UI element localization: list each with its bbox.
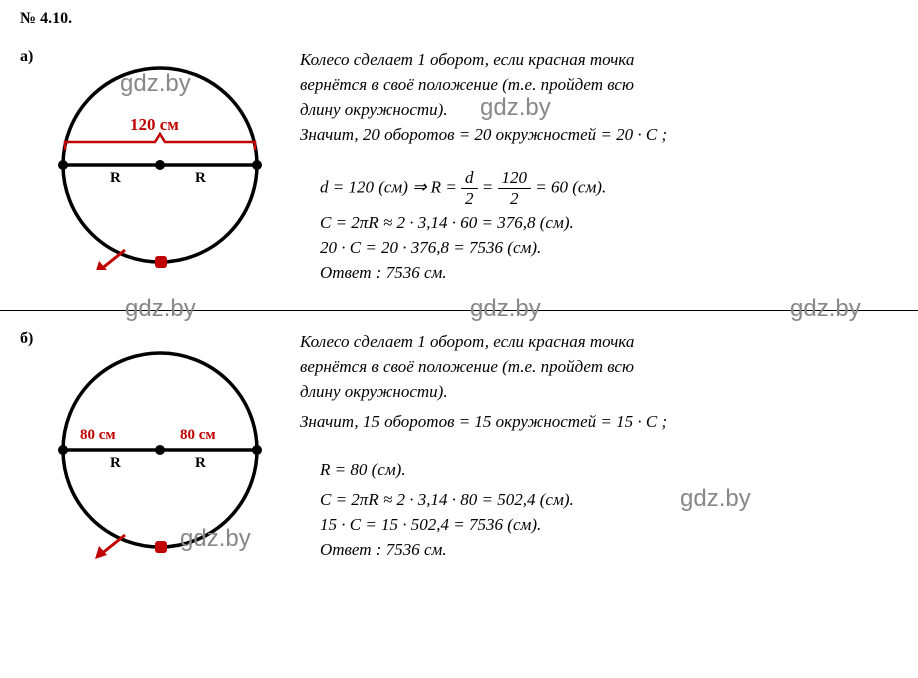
part-b-math-mult: 15 · C = 15 · 502,4 = 7536 (см). (320, 515, 541, 535)
watermark-4: gdz.by (470, 295, 541, 323)
part-a-math-d: d = 120 (см) ⇒ R = d 2 = 120 2 = 60 (см)… (320, 168, 606, 209)
part-a-math-c: C = 2πR ≈ 2 · 3,14 · 60 = 376,8 (см). (320, 213, 574, 233)
diagram-a-r-right: R (195, 170, 206, 187)
part-a-text3: длину окружности). (300, 98, 600, 122)
part-b-answer: Ответ : 7536 см. (320, 540, 447, 560)
part-b-text1: Колесо сделает 1 оборот, если красная то… (300, 330, 895, 354)
diagram-a-diameter: 120 см (130, 115, 179, 135)
watermark-5: gdz.by (790, 295, 861, 323)
part-a-text2: вернётся в своё положение (т.е. пройдет … (300, 73, 895, 97)
part-a-text4: Значит, 20 оборотов = 20 окружностей = 2… (300, 123, 900, 147)
exercise-number: № 4.10. (20, 10, 72, 28)
watermark-3: gdz.by (125, 295, 196, 323)
part-b-math-c: C = 2πR ≈ 2 · 3,14 · 80 = 502,4 (см). (320, 490, 574, 510)
part-a-answer: Ответ : 7536 см. (320, 263, 447, 283)
part-b-label: б) (20, 330, 33, 348)
part-b-text2: вернётся в своё положение (т.е. пройдет … (300, 355, 895, 379)
part-a-label: а) (20, 48, 33, 66)
frac-120-num: 120 (498, 168, 532, 189)
divider-line (0, 310, 918, 311)
eq1: = (482, 177, 498, 196)
diagram-b-r-right: R (195, 455, 206, 472)
frac-120: 120 2 (498, 168, 532, 209)
part-a-math-mult: 20 · C = 20 · 376,8 = 7536 (см). (320, 238, 541, 258)
watermark-7: gdz.by (680, 485, 751, 513)
part-a-text1: Колесо сделает 1 оборот, если красная то… (300, 48, 895, 72)
part-b-math-r: R = 80 (см). (320, 460, 406, 480)
diagram-b-r-right-top: 80 см (180, 427, 216, 444)
diagram-a (45, 40, 275, 270)
part-b-text4: Значит, 15 оборотов = 15 окружностей = 1… (300, 410, 900, 434)
diagram-b (45, 335, 275, 565)
diagram-b-r-left: R (110, 455, 121, 472)
diagram-a-r-left: R (110, 170, 121, 187)
d-post: = 60 (см). (535, 177, 606, 196)
d-pre: d = 120 (см) ⇒ R = (320, 177, 461, 196)
frac-d: d 2 (461, 168, 478, 209)
diagram-b-r-left-top: 80 см (80, 427, 116, 444)
part-b-text3: длину окружности). (300, 380, 600, 404)
frac-d-num: d (461, 168, 478, 189)
frac-120-den: 2 (498, 189, 532, 209)
frac-d-den: 2 (461, 189, 478, 209)
